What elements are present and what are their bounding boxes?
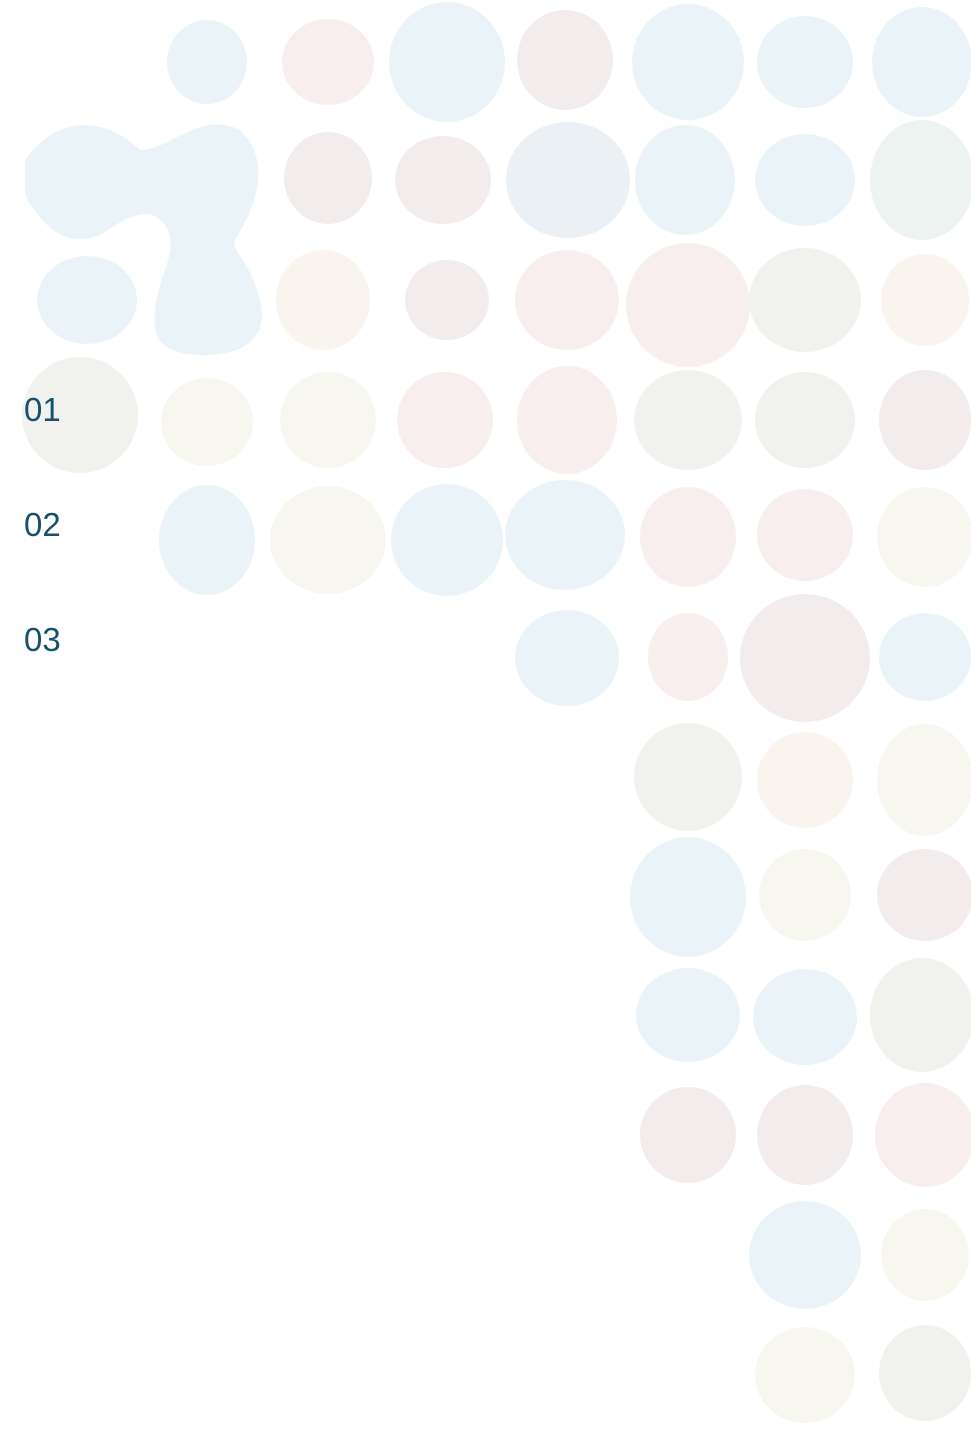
decorative-blobs [0,0,971,1440]
page: 01 02 03 [0,0,971,1440]
item-number: 02 [24,505,61,545]
item-number: 03 [24,620,61,660]
item-number: 01 [24,390,61,430]
